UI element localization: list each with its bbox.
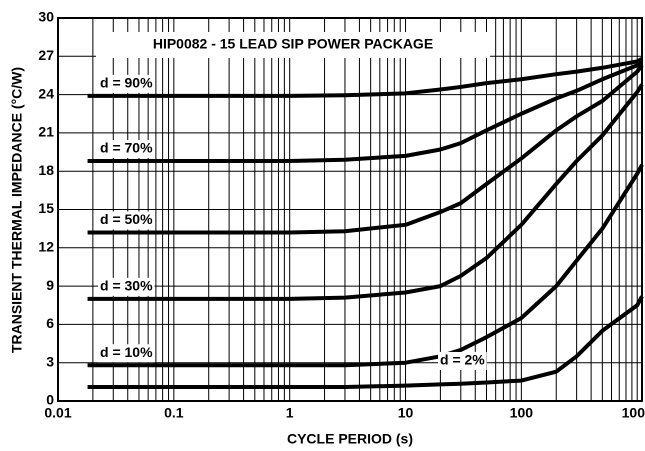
x-axis-label: CYCLE PERIOD (s) <box>287 431 413 447</box>
series-line <box>87 163 644 368</box>
y-tick-label: 6 <box>46 315 54 331</box>
y-tick-label: 3 <box>46 353 54 369</box>
series-label-bg <box>98 211 155 230</box>
series-label: d = 30% <box>100 278 153 294</box>
series-label-bg <box>98 277 155 296</box>
series-line <box>87 83 644 301</box>
series-label: d = 50% <box>100 211 153 227</box>
series-label-bg <box>98 139 155 158</box>
x-tick-label: 1 <box>286 405 294 421</box>
series-label: d = 2% <box>440 352 485 368</box>
series-label: d = 90% <box>100 75 153 91</box>
x-tick-label: 10 <box>398 405 414 421</box>
y-tick-label: 21 <box>38 124 54 140</box>
y-tick-label: 27 <box>38 47 54 63</box>
x-tick-label: 0.01 <box>44 405 71 421</box>
plot-frame <box>57 17 643 402</box>
title-box <box>96 32 490 58</box>
series-line <box>87 59 644 163</box>
y-tick-label: 15 <box>38 200 54 216</box>
y-tick-label: 30 <box>38 9 54 25</box>
series-line <box>87 295 644 389</box>
y-tick-label: 24 <box>38 85 54 101</box>
chart-title: HIP0082 - 15 LEAD SIP POWER PACKAGE <box>153 36 433 52</box>
series-label-bg <box>98 344 155 363</box>
y-tick-label: 0 <box>46 392 54 408</box>
series-label: d = 10% <box>100 344 153 360</box>
y-axis-label: TRANSIENT THERMAL IMPEDANCE (°C/W) <box>9 67 25 353</box>
x-tick-label: 100 <box>510 405 534 421</box>
series-line <box>87 57 643 98</box>
series-label-bg <box>438 351 487 370</box>
series-label-bg <box>98 74 155 93</box>
x-tick-label: 0.1 <box>164 405 184 421</box>
y-tick-label: 12 <box>38 239 54 255</box>
y-tick-label: 9 <box>46 277 54 293</box>
series-line <box>87 64 644 235</box>
series-label: d = 70% <box>100 140 153 156</box>
y-tick-label: 18 <box>38 162 54 178</box>
